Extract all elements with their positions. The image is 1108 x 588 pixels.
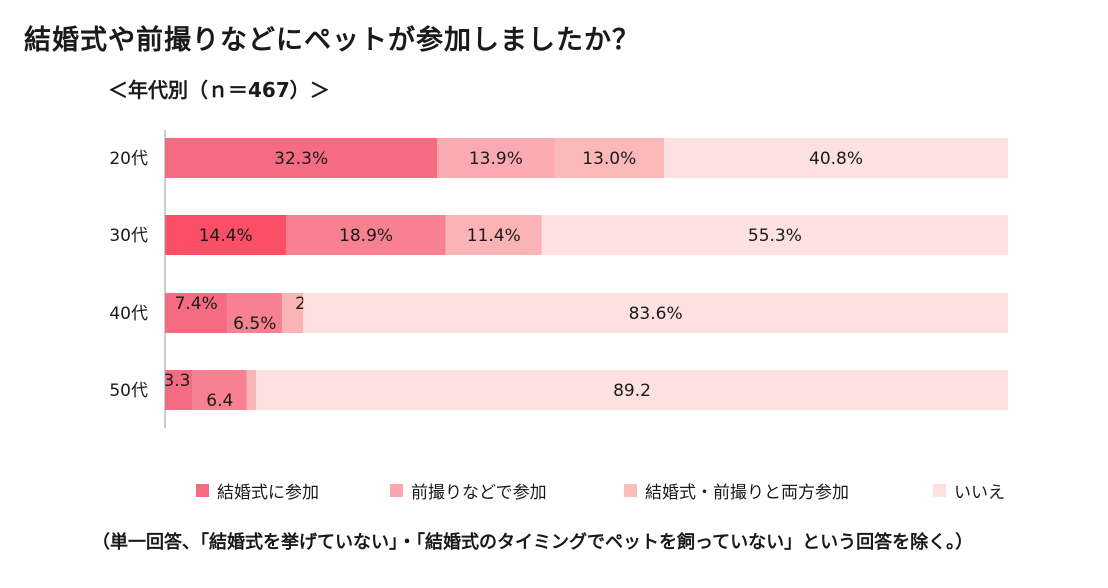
bar-segment	[282, 293, 304, 333]
legend-swatch	[624, 484, 637, 497]
bar-segment	[246, 370, 257, 410]
data-label: 14.4%	[199, 226, 253, 246]
data-label: 6.4	[206, 391, 233, 411]
data-label: 32.3%	[274, 149, 328, 169]
legend-swatch	[390, 484, 403, 497]
data-label: 40.8%	[809, 149, 863, 169]
data-label: 18.9%	[339, 226, 393, 246]
bar-segment	[165, 370, 193, 410]
legend-item: 結婚式に参加	[196, 478, 319, 503]
bar-segment	[437, 138, 555, 178]
legend-label: 結婚式・前撮りと両方参加	[645, 483, 849, 503]
category-label: 20代	[109, 149, 148, 169]
bar-segment	[227, 293, 283, 333]
data-label: 6.5%	[233, 314, 276, 334]
bar-segment	[192, 370, 247, 410]
bar-segment	[256, 370, 1008, 410]
data-label: 83.6%	[629, 304, 683, 324]
bar-segment	[554, 138, 665, 178]
data-label: 7.4%	[175, 294, 218, 314]
data-label: 3.3	[163, 371, 190, 391]
bar-segment	[445, 215, 542, 255]
legend-item: 結婚式・前撮りと両方参加	[624, 478, 849, 503]
bar-segment	[165, 215, 287, 255]
legend-label: 結婚式に参加	[217, 483, 319, 503]
category-label: 30代	[109, 226, 148, 246]
legend-label: いいえ	[954, 483, 1005, 503]
data-label: 55.3%	[748, 226, 802, 246]
category-label: 50代	[109, 381, 148, 401]
bar-segment	[165, 138, 438, 178]
bar-segment	[286, 215, 446, 255]
data-label: 11.4%	[467, 226, 521, 246]
bar-segment	[165, 293, 228, 333]
legend-item: 前撮りなどで参加	[390, 478, 547, 503]
bar-segment	[664, 138, 1008, 178]
legend-swatch	[933, 484, 946, 497]
footnote: （単一回答、「結婚式を挙げていない」・「結婚式のタイミングでペットを飼っていない…	[92, 532, 974, 553]
chart-legend: 結婚式に参加 前撮りなどで参加 結婚式・前撮りと両方参加 いいえ	[0, 478, 1108, 503]
legend-item: いいえ	[933, 478, 1005, 503]
data-label: 13.9%	[469, 149, 523, 169]
bar-segment	[541, 215, 1008, 255]
chart-title: 結婚式や前撮りなどにペットが参加しましたか？	[24, 25, 640, 56]
data-label: 89.2	[613, 381, 651, 401]
chart-subtitle: ＜年代別（ｎ＝467）＞	[108, 78, 330, 102]
legend-swatch	[196, 484, 209, 497]
stacked-bar-chart: 32.3% 13.9% 13.0% 40.8% 20代 14.4% 18.9% 11.4% 55…	[109, 130, 1008, 428]
data-label: 13.0%	[582, 149, 636, 169]
category-label: 40代	[109, 304, 148, 324]
bar-segment	[303, 293, 1008, 333]
legend-label: 前撮りなどで参加	[411, 483, 547, 503]
